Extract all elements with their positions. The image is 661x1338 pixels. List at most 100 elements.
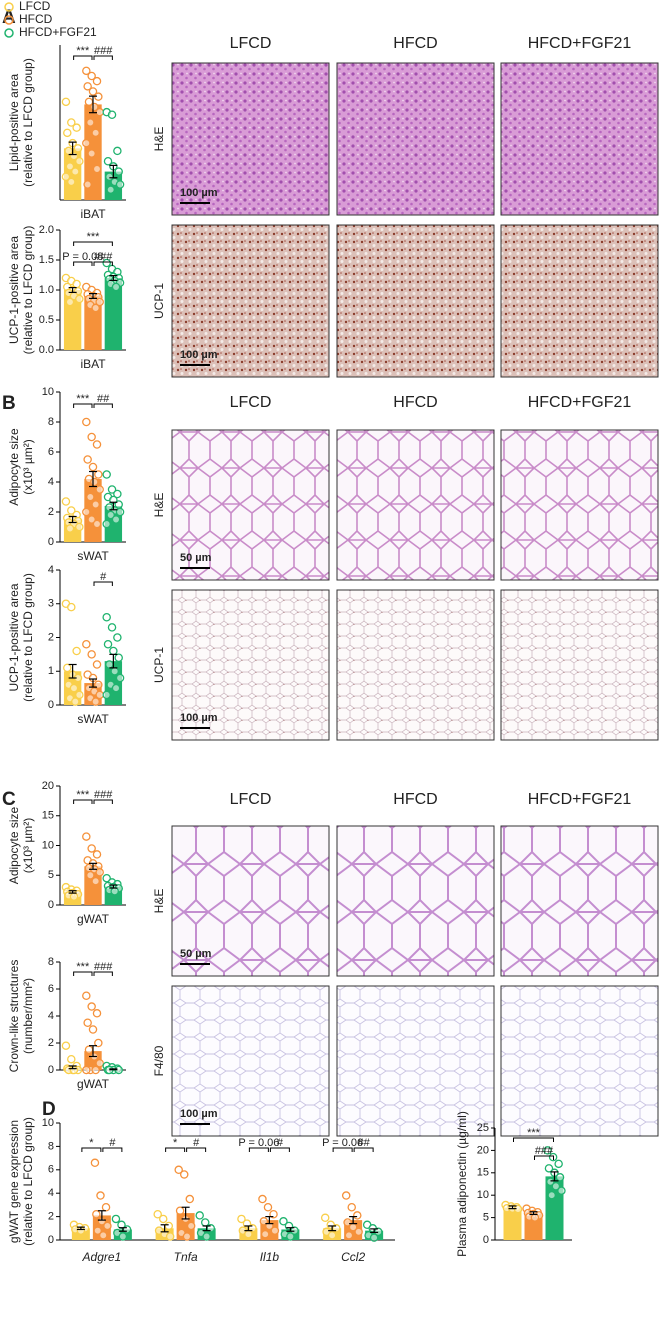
significance-bracket bbox=[353, 1147, 374, 1152]
data-point bbox=[263, 1202, 273, 1212]
data-point bbox=[546, 1177, 555, 1187]
data-point bbox=[67, 506, 76, 515]
y-tick-label: 5 bbox=[483, 1212, 489, 1224]
data-point bbox=[61, 1041, 71, 1050]
significance-bracket bbox=[93, 55, 113, 60]
significance-label: ## bbox=[97, 393, 110, 405]
data-point bbox=[200, 1218, 210, 1227]
micrograph bbox=[171, 429, 330, 581]
y-tick-label: 4 bbox=[48, 1010, 54, 1022]
x-tick-label: iBAT bbox=[80, 207, 106, 221]
data-point bbox=[88, 462, 98, 472]
y-axis-label: Adipocyte size bbox=[7, 806, 21, 884]
data-point bbox=[88, 1025, 98, 1034]
data-point bbox=[67, 602, 76, 612]
data-point bbox=[93, 1226, 102, 1235]
scale-bar-label: 100 µm bbox=[180, 349, 218, 361]
data-point bbox=[75, 156, 84, 166]
data-point bbox=[543, 1146, 552, 1155]
significance-bracket bbox=[73, 261, 93, 266]
y-axis-label: Crown-like structures bbox=[7, 960, 21, 1073]
legend-marker bbox=[4, 28, 14, 38]
data-point bbox=[111, 282, 121, 292]
data-point bbox=[111, 683, 121, 693]
data-point bbox=[67, 1054, 76, 1064]
significance-label: *** bbox=[76, 789, 90, 801]
significance-label: P = 0.06 bbox=[238, 1137, 279, 1149]
y-tick-label: 4 bbox=[48, 564, 54, 576]
data-point bbox=[164, 1221, 174, 1231]
y-axis-label: (relative to LFCD group) bbox=[21, 573, 35, 702]
bar-chart: 0.0 0.5 1.0 1.5 2.0 UCP-1-positive area (relat… bbox=[7, 224, 126, 371]
data-point bbox=[557, 1186, 566, 1195]
data-point bbox=[158, 1214, 168, 1224]
y-tick-label: 0 bbox=[483, 1234, 489, 1246]
y-tick-label: 2 bbox=[48, 506, 54, 518]
data-point bbox=[117, 1220, 126, 1230]
data-point bbox=[95, 868, 104, 877]
y-tick-label: 2 bbox=[48, 1037, 54, 1049]
bar bbox=[503, 1207, 522, 1240]
data-point bbox=[111, 1214, 121, 1224]
data-point bbox=[114, 167, 123, 176]
x-tick-label: sWAT bbox=[77, 712, 109, 726]
data-point bbox=[102, 613, 111, 622]
data-point bbox=[153, 1210, 162, 1219]
y-tick-label: 4 bbox=[48, 1187, 54, 1199]
x-tick-label: sWAT bbox=[77, 549, 109, 563]
data-point bbox=[103, 1221, 112, 1231]
significance-bracket bbox=[73, 403, 93, 408]
data-point bbox=[554, 1159, 563, 1169]
data-point bbox=[63, 128, 72, 138]
data-point bbox=[91, 128, 100, 138]
y-tick-label: 2 bbox=[48, 1211, 54, 1223]
significance-bracket bbox=[93, 971, 113, 976]
data-point bbox=[165, 1232, 175, 1241]
y-tick-label: 6 bbox=[48, 983, 54, 995]
y-tick-label: 1.5 bbox=[39, 254, 54, 266]
significance-bracket bbox=[186, 1147, 207, 1152]
y-axis-label: UCP-1-positive area bbox=[7, 583, 21, 691]
data-point bbox=[347, 1202, 356, 1212]
data-point bbox=[113, 489, 122, 499]
data-point bbox=[102, 873, 111, 883]
data-point bbox=[258, 1194, 267, 1204]
data-point bbox=[237, 1214, 246, 1224]
image-column-header: HFCD+FGF21 bbox=[528, 35, 632, 52]
significance-label: * bbox=[89, 1137, 94, 1149]
data-point bbox=[343, 1218, 352, 1227]
y-axis-label: Plasma adiponectin (µg/ml) bbox=[455, 1111, 469, 1257]
y-tick-label: 6 bbox=[48, 1164, 54, 1176]
data-point bbox=[69, 1065, 79, 1075]
significance-bracket bbox=[93, 799, 113, 804]
image-column-header: LFCD bbox=[230, 791, 272, 808]
data-point bbox=[103, 156, 113, 166]
data-point bbox=[107, 110, 117, 120]
y-tick-label: 0 bbox=[48, 699, 54, 711]
y-tick-label: 2.0 bbox=[39, 224, 54, 236]
micrograph bbox=[500, 985, 659, 1137]
scale-bar-label: 50 µm bbox=[180, 948, 212, 960]
y-tick-label: 10 bbox=[42, 386, 54, 398]
data-point bbox=[90, 477, 99, 487]
significance-bracket bbox=[102, 1147, 123, 1152]
y-tick-label: 1.0 bbox=[39, 284, 54, 296]
data-point bbox=[244, 1229, 253, 1239]
data-point bbox=[111, 515, 121, 524]
y-axis-label: (relative to LFCD group) bbox=[21, 58, 35, 187]
y-tick-label: 20 bbox=[42, 780, 54, 792]
data-point bbox=[75, 522, 84, 532]
micrograph bbox=[336, 985, 495, 1137]
significance-label: * bbox=[173, 1137, 178, 1149]
data-point bbox=[286, 1232, 295, 1241]
data-point bbox=[270, 1226, 280, 1235]
significance-bracket bbox=[81, 1147, 102, 1152]
significance-bracket bbox=[269, 1147, 290, 1152]
x-tick-label: iBAT bbox=[80, 357, 106, 371]
y-axis-label: (number/mm²) bbox=[21, 978, 35, 1054]
image-column-header: HFCD bbox=[393, 35, 437, 52]
data-point bbox=[92, 660, 102, 669]
data-point bbox=[88, 87, 98, 96]
significance-label: ## bbox=[358, 1137, 371, 1149]
